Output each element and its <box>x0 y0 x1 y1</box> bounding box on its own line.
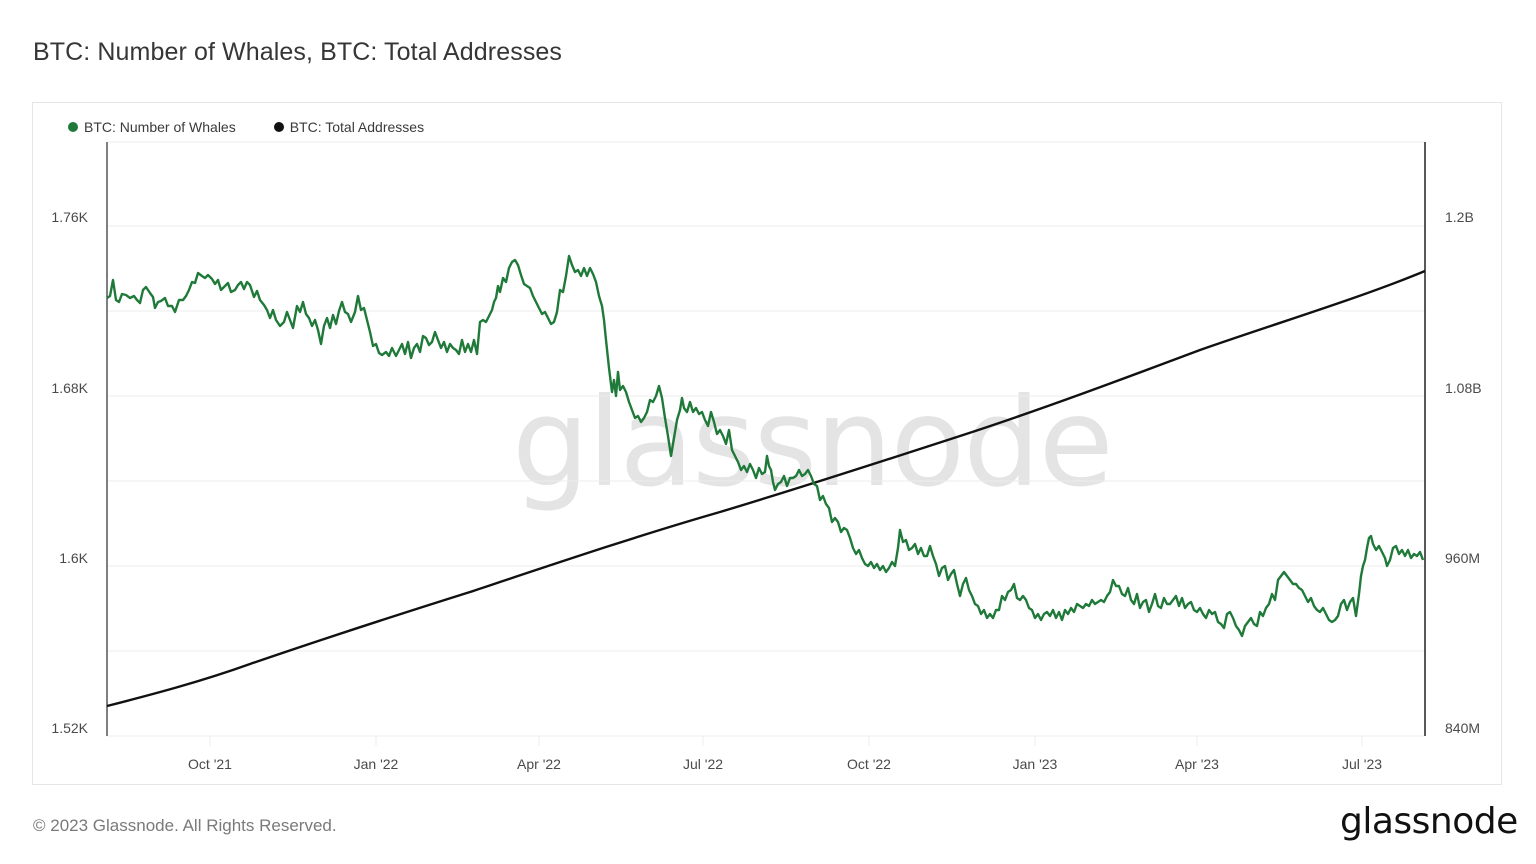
left-axis-tick-1-52k: 1.52K <box>51 720 88 736</box>
x-axis-tick-oct-22: Oct '22 <box>847 756 891 772</box>
left-axis-tick-1-6k: 1.6K <box>59 550 88 566</box>
right-axis-tick-1-08b: 1.08B <box>1445 380 1482 396</box>
legend-dot-green-icon <box>68 122 78 132</box>
x-axis-tick-jul-23: Jul '23 <box>1341 756 1383 772</box>
legend-label-total-addresses: BTC: Total Addresses <box>289 119 425 135</box>
left-axis-tick-1-68k: 1.68K <box>51 380 88 396</box>
x-axis-tick-apr-23: Apr '23 <box>1175 756 1219 772</box>
x-tick-marks <box>209 736 1363 746</box>
legend-item-whales[interactable]: BTC: Number of Whales <box>68 119 236 135</box>
gridlines <box>107 141 1425 737</box>
x-axis-tick-apr-22: Apr '22 <box>517 756 561 772</box>
legend-dot-black-icon <box>273 122 284 132</box>
right-axis-tick-1-2b: 1.2B <box>1445 209 1474 225</box>
chart-frame <box>32 102 1502 785</box>
chart-title: BTC: Number of Whales, BTC: Total Addres… <box>33 38 563 66</box>
x-axis-tick-jan-22: Jan '22 <box>353 756 399 772</box>
right-axis-tick-840m: 840M <box>1445 720 1481 736</box>
left-axis-tick-1-76k: 1.76K <box>51 209 88 225</box>
copyright-text: © 2023 Glassnode. All Rights Reserved. <box>33 816 337 835</box>
right-axis-tick-960m: 960M <box>1445 550 1481 566</box>
x-axis-tick-oct-21: Oct '21 <box>188 756 232 772</box>
x-axis-tick-jan-23: Jan '23 <box>1012 756 1058 772</box>
chart-legend: BTC: Number of Whales BTC: Total Address… <box>68 119 424 135</box>
whales-line <box>106 254 1425 638</box>
total-addresses-line <box>106 269 1426 708</box>
legend-label-whales: BTC: Number of Whales <box>84 119 236 135</box>
glassnode-logo: glassnode <box>1340 801 1518 842</box>
legend-item-total-addresses[interactable]: BTC: Total Addresses <box>273 119 425 135</box>
x-axis-tick-jul-22: Jul '22 <box>682 756 724 772</box>
